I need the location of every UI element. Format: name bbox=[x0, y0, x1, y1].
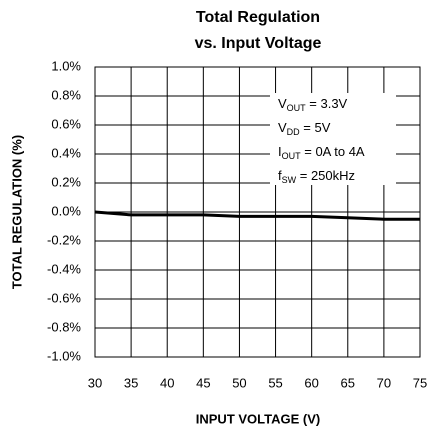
annotation-sub: SW bbox=[282, 175, 297, 185]
y-tick-label: 1.0% bbox=[51, 58, 81, 73]
annotation-main: V bbox=[278, 96, 287, 111]
x-tick-label: 45 bbox=[196, 375, 210, 390]
y-tick-label: 0.2% bbox=[51, 174, 81, 189]
annotation: VOUT = 3.3V bbox=[278, 96, 348, 113]
x-tick-label: 30 bbox=[88, 375, 102, 390]
x-tick-label: 35 bbox=[124, 375, 138, 390]
x-tick-label: 50 bbox=[232, 375, 246, 390]
x-tick-label: 55 bbox=[268, 375, 282, 390]
y-tick-label: -0.2% bbox=[47, 232, 81, 247]
annotation-sub: OUT bbox=[282, 151, 302, 161]
annotation-rest: = 3.3V bbox=[306, 96, 348, 111]
annotation-rest: = 5V bbox=[300, 120, 331, 135]
annotation: VDD = 5V bbox=[278, 120, 331, 137]
annotation-rest: = 250kHz bbox=[296, 168, 355, 183]
annotation: fSW = 250kHz bbox=[278, 168, 355, 185]
annotation-main: I bbox=[278, 144, 282, 159]
chart-title: Total Regulation bbox=[196, 9, 320, 26]
y-tick-label: 0.0% bbox=[51, 203, 81, 218]
y-tick-label: -0.4% bbox=[47, 261, 81, 276]
x-tick-label: 75 bbox=[413, 375, 427, 390]
chart-title: vs. Input Voltage bbox=[195, 35, 322, 52]
x-tick-label: 65 bbox=[341, 375, 355, 390]
y-axis-label: TOTAL REGULATION (%) bbox=[9, 135, 24, 289]
y-tick-label: 0.4% bbox=[51, 145, 81, 160]
x-tick-label: 60 bbox=[304, 375, 318, 390]
y-tick-label: 0.8% bbox=[51, 87, 81, 102]
y-tick-label: -0.8% bbox=[47, 319, 81, 334]
annotation: IOUT = 0A to 4A bbox=[278, 144, 365, 161]
data-line bbox=[94, 210, 420, 221]
annotation-sub: OUT bbox=[287, 103, 307, 113]
annotation-main: V bbox=[278, 120, 287, 135]
x-tick-label: 70 bbox=[377, 375, 391, 390]
y-tick-label: 0.6% bbox=[51, 116, 81, 131]
annotation-main: f bbox=[278, 168, 282, 183]
annotation-box bbox=[270, 93, 396, 185]
x-axis-label: INPUT VOLTAGE (V) bbox=[196, 411, 320, 426]
y-tick-label: -1.0% bbox=[47, 348, 81, 363]
annotation-sub: DD bbox=[287, 127, 300, 137]
annotation-rest: = 0A to 4A bbox=[301, 144, 365, 159]
y-tick-label: -0.6% bbox=[47, 290, 81, 305]
x-tick-label: 40 bbox=[160, 375, 174, 390]
